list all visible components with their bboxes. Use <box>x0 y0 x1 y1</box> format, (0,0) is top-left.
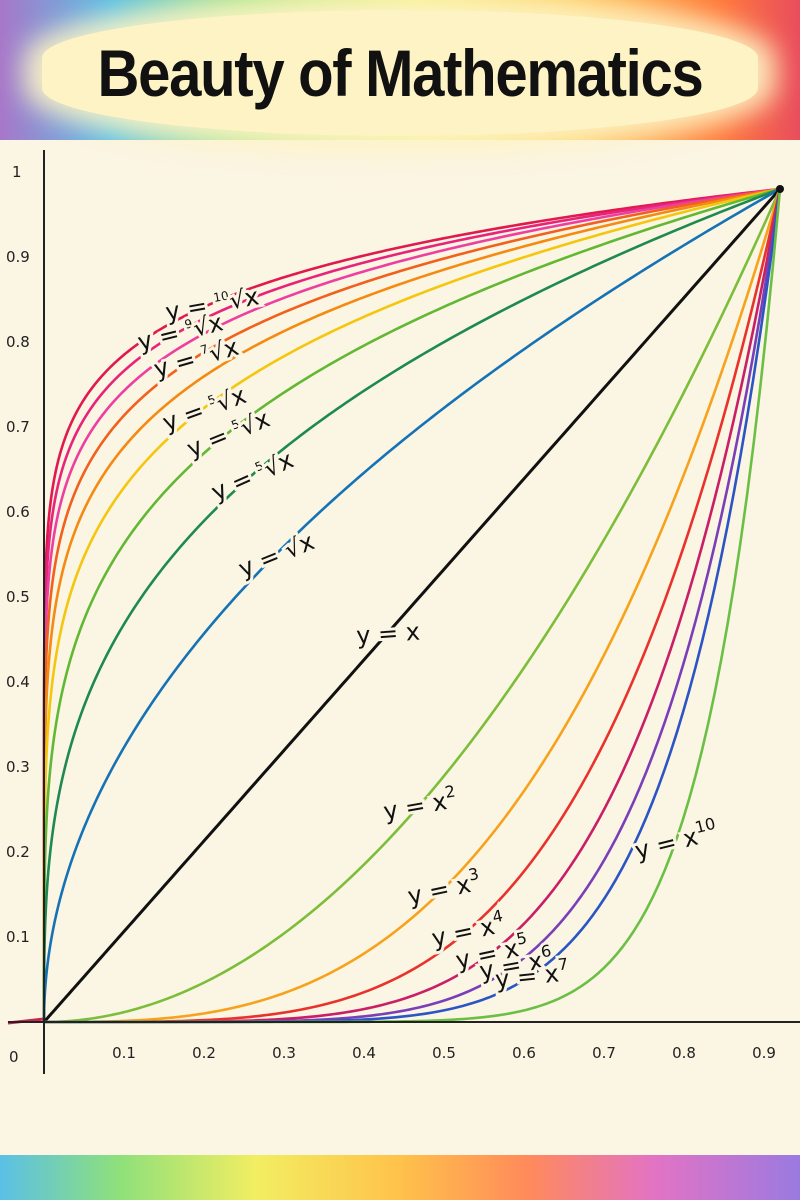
curve-6 <box>42 187 782 1024</box>
curve-label-text: y = x3 <box>404 864 483 911</box>
curve-1 <box>42 187 782 1024</box>
x-tick-label-7: 0.8 <box>672 1044 696 1062</box>
title-banner <box>0 0 800 140</box>
y-tick-label-0: 0.1 <box>6 928 30 946</box>
axes <box>8 150 800 1074</box>
curve-3 <box>42 187 782 1024</box>
curve-label-7: y = 5√x <box>204 443 301 510</box>
y-tick-label-3: 0.4 <box>6 673 30 691</box>
curve-label-10: y = x2 <box>378 778 459 828</box>
curve-9 <box>42 187 782 1024</box>
y-tick-label-7: 0.8 <box>6 333 30 351</box>
curve-group <box>7 185 784 1025</box>
x-tick-label-6: 0.7 <box>592 1044 616 1062</box>
tick-labels: 0.1 0.2 0.3 0.4 0.5 0.6 0.7 0.8 0.9 0.1 0.2 0.3 0.4 0… <box>6 163 776 1066</box>
x-tick-label-1: 0.2 <box>192 1044 216 1062</box>
y-tick-label-1: 0.2 <box>6 843 30 861</box>
curve-label-9: y = x <box>352 615 424 653</box>
page-title: Beauty of Mathematics <box>97 36 704 110</box>
x-tick-label-2: 0.3 <box>272 1044 296 1062</box>
curve-2 <box>42 187 782 1024</box>
curve-label-text: y = √x <box>234 527 318 583</box>
curve-label-0: y = 10√x <box>160 279 264 329</box>
title-banner-panel <box>42 10 758 136</box>
curve-label-text: y = x <box>355 618 421 650</box>
convergence-point <box>776 185 784 193</box>
curve-5 <box>42 187 782 1024</box>
x-tick-label-0: 0.1 <box>112 1044 136 1062</box>
curve-label-text: y = x7 <box>493 954 570 994</box>
curve-0 <box>42 187 782 1024</box>
curve-label-15: y = x7 <box>491 951 572 997</box>
curve-label-text: y = 5√x <box>207 446 298 507</box>
curve-label-8: y = √x <box>231 524 321 586</box>
curve-label-text: y = 10√x <box>163 282 261 326</box>
y-tick-label-9: 1 <box>12 163 22 181</box>
x-tick-label-5: 0.6 <box>512 1044 536 1062</box>
x-tick-label-4: 0.5 <box>432 1044 456 1062</box>
footer-rainbow-strip <box>0 1155 800 1200</box>
curve-8 <box>42 187 782 1024</box>
x-tick-label-8: 0.9 <box>752 1044 776 1062</box>
curve-label-text: y = x2 <box>381 781 459 825</box>
origin-label: 0 <box>9 1048 19 1066</box>
curve-4 <box>42 187 782 1024</box>
curve-labels: y = 10√xy = 9√xy = 7√xy = 5√xy = 5√xy = … <box>132 279 721 997</box>
curve-label-11: y = x3 <box>402 861 483 914</box>
curve-7 <box>42 187 782 1024</box>
y-tick-label-6: 0.7 <box>6 418 30 436</box>
x-tick-label-3: 0.4 <box>352 1044 376 1062</box>
y-tick-label-2: 0.3 <box>6 758 30 776</box>
y-tick-label-5: 0.6 <box>6 503 30 521</box>
y-tick-label-4: 0.5 <box>6 588 30 606</box>
y-tick-label-8: 0.9 <box>6 248 30 266</box>
